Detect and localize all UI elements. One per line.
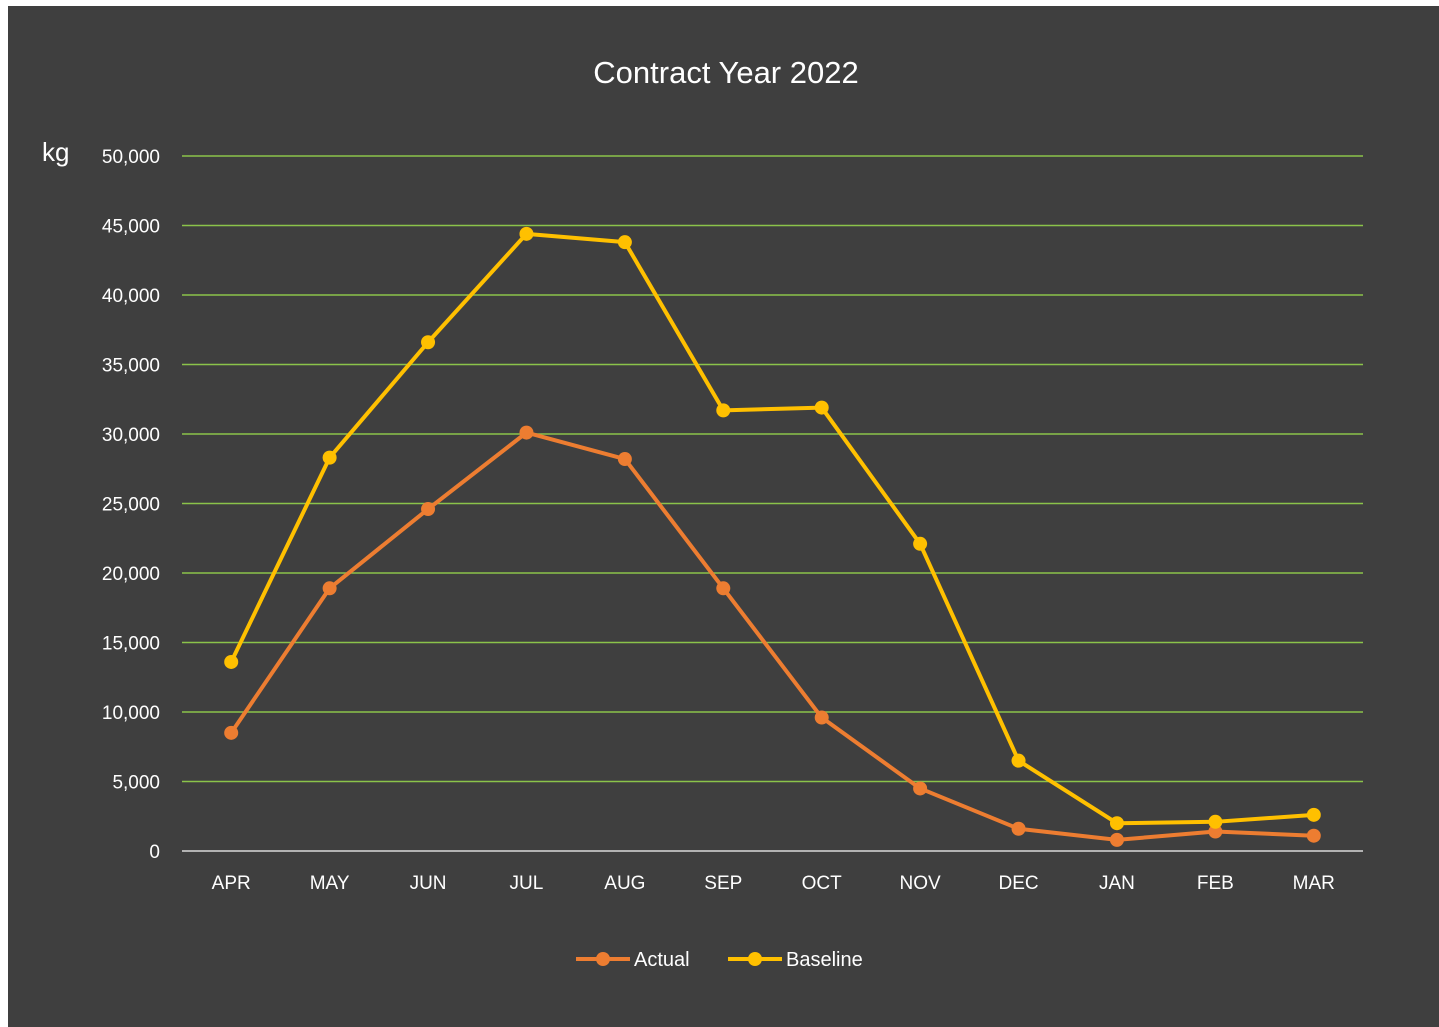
data-point [814,710,829,725]
data-point [1208,824,1223,839]
chart-container: Contract Year 2022 kg 0 5,000 10,000 15,000… [8,6,1439,1027]
series-baseline [224,226,1321,831]
data-point [1306,828,1321,843]
series-actual [224,425,1321,847]
data-point [617,235,632,250]
data-point [224,725,239,740]
x-tick-label: JUN [410,873,447,894]
series-lines [224,226,1321,847]
data-point [1011,821,1026,836]
x-tick-label: JUL [510,873,544,894]
y-axis-ticks: 0 5,000 10,000 15,000 20,000 25,000 30,000 35,0… [102,147,160,863]
series-line [229,430,1314,842]
y-tick-label: 5,000 [112,773,160,794]
data-point [1208,814,1223,829]
y-tick-label: 35,000 [102,356,160,377]
chart-title: Contract Year 2022 [593,55,858,90]
data-point [716,403,731,418]
data-point [421,502,436,517]
legend-label: Actual [634,949,690,971]
y-tick-label: 25,000 [102,495,160,516]
y-tick-label: 45,000 [102,217,160,238]
data-point [322,581,337,596]
legend: Actual Baseline [576,949,863,971]
data-point [1306,807,1321,822]
x-tick-label: JAN [1099,873,1135,894]
legend-label: Baseline [786,949,863,971]
legend-item-baseline: Baseline [728,949,863,971]
x-axis-ticks: APR MAY JUN JUL AUG SEP OCT NOV DEC JAN FEB MAR [212,873,1335,894]
x-tick-label: SEP [704,873,742,894]
data-point [519,425,534,440]
data-point [421,335,436,350]
data-point [1109,816,1124,831]
x-tick-label: MAR [1293,873,1335,894]
data-point [716,581,731,596]
y-tick-label: 15,000 [102,634,160,655]
y-tick-label: 40,000 [102,286,160,307]
y-tick-label: 30,000 [102,425,160,446]
data-point [322,450,337,465]
y-tick-label: 10,000 [102,703,160,724]
data-point [1109,832,1124,847]
x-tick-label: OCT [802,873,843,894]
data-point [224,654,239,669]
gridlines [182,155,1363,783]
x-tick-label: APR [212,873,251,894]
y-tick-label: 20,000 [102,564,160,585]
data-point [814,400,829,415]
legend-marker [596,952,610,966]
data-point [617,452,632,467]
data-point [913,781,928,796]
y-tick-label: 50,000 [102,147,160,168]
data-point [913,536,928,551]
x-tick-label: NOV [900,873,942,894]
legend-marker [748,952,762,966]
data-point [1011,753,1026,768]
data-point [519,226,534,241]
y-tick-label: 0 [149,842,160,863]
series-line [229,231,1314,826]
x-tick-label: MAY [310,873,350,894]
legend-item-actual: Actual [576,949,690,971]
x-tick-label: AUG [604,873,645,894]
x-tick-label: DEC [998,873,1038,894]
x-tick-label: FEB [1197,873,1234,894]
y-axis-unit-label: kg [42,137,69,167]
line-chart: Contract Year 2022 kg 0 5,000 10,000 15,000… [42,55,1363,971]
